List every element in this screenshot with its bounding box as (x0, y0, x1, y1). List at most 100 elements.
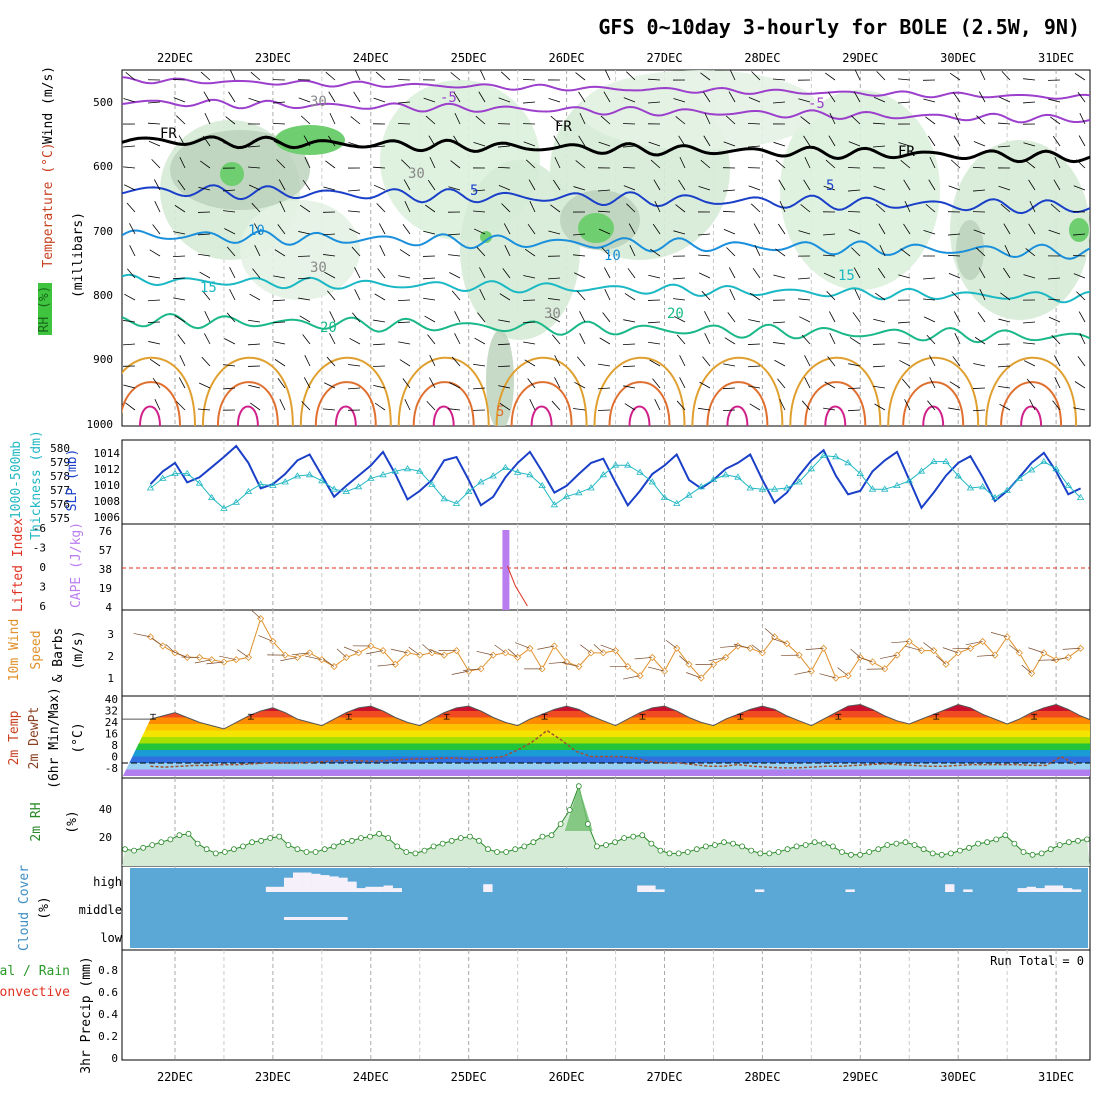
isotherm-line (122, 229, 1090, 260)
rh-point (503, 849, 510, 855)
wind-barb (176, 115, 186, 125)
wind-barb (348, 142, 361, 147)
wind-barb (598, 210, 611, 213)
isotherm-dome (706, 381, 769, 426)
wind-barb (898, 274, 911, 279)
isotherm-line (122, 76, 1090, 100)
panel-axis-label: 1000-500mb (9, 441, 24, 519)
wind-barb (900, 248, 911, 257)
wind-barb (302, 179, 311, 191)
y-tick-label: 0 (111, 1052, 118, 1065)
wind-barb (773, 274, 786, 279)
wind-barb (698, 185, 711, 191)
wind-barb (476, 246, 486, 257)
isotherm-label: FR (160, 126, 177, 142)
isotherm-dome (236, 405, 259, 426)
wind-barb (928, 179, 936, 191)
panel-axis-label: 3hr Precip (mm) (79, 956, 94, 1073)
wind-barb-10m (429, 649, 445, 656)
thickness-point (452, 499, 461, 506)
rh-point (857, 851, 864, 858)
thickness-point (1015, 474, 1024, 481)
thickness-point (770, 485, 779, 492)
wind-speed-point (966, 644, 975, 652)
wind-barb (1052, 135, 1061, 147)
panel-axis-label: 10m Wind (7, 619, 22, 682)
isotherm-dome (804, 381, 867, 426)
wind-speed-point (660, 667, 669, 675)
slp-line (149, 444, 1082, 510)
rh-point (167, 836, 174, 843)
rh-point (911, 842, 918, 848)
thickness-point (208, 493, 216, 500)
wind-barb (229, 289, 236, 301)
wind-barb (523, 101, 536, 104)
isotherm-dome (510, 381, 573, 426)
wind-barb (804, 156, 811, 169)
wind-barb (927, 400, 936, 411)
cloud-high-bar (1026, 886, 1036, 892)
rh-point (866, 849, 873, 855)
wind-barb (704, 112, 711, 125)
wind-barb (725, 115, 736, 125)
wind-barb (500, 71, 511, 81)
wind-barb (554, 377, 561, 389)
rh-point (603, 842, 609, 848)
thickness-point (1064, 481, 1073, 488)
wind-barb (498, 319, 511, 323)
isotherm-label: 5 (470, 183, 478, 199)
wind-barb-10m (708, 657, 726, 662)
wind-barb (349, 228, 361, 235)
wind-barb (623, 145, 636, 148)
wind-barb (525, 159, 536, 169)
rh-point (702, 843, 709, 850)
thickness-point (819, 451, 828, 458)
wind-barb (898, 142, 911, 147)
isotherm-label: 30 (544, 306, 561, 322)
wind-barb (579, 333, 586, 345)
cloud-level-label: low (100, 931, 122, 945)
wind-barb (325, 160, 336, 169)
isotherm-label: 30 (408, 166, 425, 182)
wind-barb (952, 91, 961, 103)
cloud-level-label: middle (79, 903, 122, 917)
wind-barb (1023, 101, 1036, 104)
isotherm-dome (691, 356, 784, 426)
wind-barb-10m (819, 673, 836, 679)
thickness-point (501, 463, 510, 470)
isotherm-label: 20 (667, 306, 684, 322)
y-tick-label: 16 (105, 728, 118, 741)
wind-barb (700, 159, 711, 169)
wind-barb (923, 98, 936, 103)
wind-barb (329, 311, 336, 323)
wind-barb (898, 321, 911, 324)
wind-barb (426, 400, 436, 411)
wind-barb (773, 78, 786, 81)
panel-axis-label: RH (%) (37, 286, 52, 333)
isotherm-dome (985, 356, 1078, 426)
wind-barb (201, 356, 211, 367)
wind-barb (704, 311, 711, 323)
wind-barb (998, 386, 1011, 389)
wind-barb (579, 311, 586, 323)
wind-barb (527, 223, 536, 235)
cloud-high-bar (1062, 888, 1073, 892)
wind-barb (753, 223, 761, 235)
cloud-high-bar (274, 886, 285, 892)
wind-barb (1023, 274, 1036, 279)
thickness-point (587, 484, 595, 491)
wind-barb (502, 268, 511, 279)
cloud-high-bar (329, 876, 339, 892)
y-tick-label: 19 (99, 582, 112, 595)
wind-barb (147, 122, 161, 125)
wind-barb (423, 277, 436, 280)
wind-barb (473, 363, 486, 367)
wind-barb (903, 223, 911, 235)
wind-barb (148, 275, 161, 279)
wind-barb (648, 274, 661, 279)
rh-point (267, 835, 274, 841)
wind-barb (454, 311, 461, 323)
wind-barb (397, 299, 411, 302)
cloud-high-bar (293, 872, 303, 892)
thickness-point (881, 485, 889, 492)
